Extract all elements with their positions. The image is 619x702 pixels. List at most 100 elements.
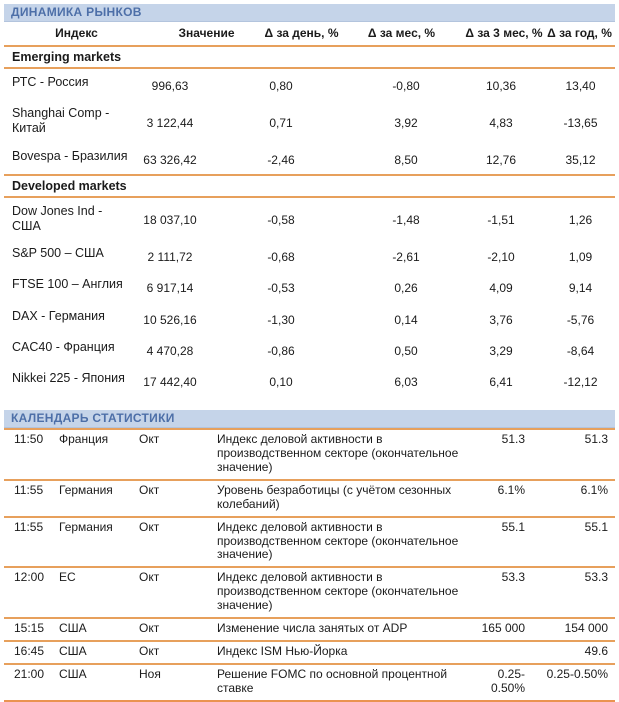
calendar-forecast (469, 645, 531, 659)
market-change-month: 8,50 (394, 152, 418, 167)
market-change-day: 0,80 (269, 79, 293, 93)
calendar-region: Германия (59, 482, 113, 497)
calendar-row: 21:00 США Ноя Решение FOMC по основной п… (4, 665, 615, 702)
calendar-period: Окт (139, 519, 160, 534)
market-value: 4 470,28 (146, 343, 194, 358)
market-change-month: 0,50 (394, 343, 418, 358)
calendar-region: Германия (59, 519, 113, 534)
calendar-time: 15:15 (14, 621, 45, 636)
calendar-event: Индекс ISM Нью-Йорка (217, 643, 348, 658)
calendar-forecast: 6.1% (497, 482, 525, 497)
market-change-month: 0,26 (394, 281, 418, 296)
market-section-label: Emerging markets (4, 47, 615, 69)
col-header-year-change: Δ за год, % (547, 26, 612, 40)
market-change-year: -5,76 (566, 312, 595, 327)
calendar-fact: 154 000 (564, 621, 608, 636)
calendar-region: ЕС (59, 570, 76, 585)
market-change-day: -2,46 (267, 152, 295, 167)
markets-title-bar: ДИНАМИКА РЫНКОВ (4, 4, 615, 22)
market-index-name: Dow Jones Ind - США (12, 203, 103, 233)
calendar-period: Ноя (139, 666, 161, 681)
market-index-name: Nikkei 225 - Япония (12, 370, 125, 385)
market-row: Nikkei 225 - Япония 17 442,40 0,10 6,03 … (4, 365, 615, 396)
market-change-month: 0,14 (394, 312, 418, 327)
market-value: 17 442,40 (143, 374, 197, 389)
market-row: Bovespa - Бразилия 63 326,42 -2,46 8,50 … (4, 143, 615, 174)
market-change-3month: 3,76 (489, 312, 513, 327)
market-value: 6 917,14 (146, 281, 194, 296)
market-change-year: -12,12 (563, 374, 598, 389)
market-value: 10 526,16 (143, 312, 197, 327)
calendar-forecast: 0.25-0.50% (490, 666, 525, 695)
calendar-forecast: 165 000 (481, 621, 525, 636)
market-change-year: -8,64 (566, 343, 595, 358)
market-change-day: -0,58 (267, 213, 295, 228)
calendar-event: Индекс деловой активности в производстве… (217, 432, 459, 474)
calendar-fact: 49.6 (584, 643, 608, 658)
market-section: Emerging markets РТС - Россия 996,63 0,8… (4, 47, 615, 174)
market-change-3month: 3,29 (489, 343, 513, 358)
market-row: FTSE 100 – Англия 6 917,14 -0,53 0,26 4,… (4, 271, 615, 302)
market-index-name: FTSE 100 – Англия (12, 277, 123, 292)
market-change-year: 1,26 (568, 213, 593, 228)
market-row: Dow Jones Ind - США 18 037,10 -0,58 -1,4… (4, 198, 615, 241)
market-index-name: РТС - Россия (12, 75, 89, 89)
calendar-region: США (59, 621, 87, 636)
calendar-time: 11:55 (14, 519, 44, 534)
calendar-period: Окт (139, 432, 160, 447)
col-header-day-change: Δ за день, % (264, 26, 339, 40)
market-change-year: 13,40 (565, 79, 596, 93)
markets-header-row: Индекс Значение Δ за день, % Δ за мес, %… (4, 22, 615, 47)
market-change-3month: -1,51 (487, 213, 515, 228)
market-change-month: -0,80 (392, 79, 420, 93)
calendar-event: Уровень безработицы (с учётом сезонных к… (217, 482, 452, 511)
calendar-fact: 53.3 (584, 570, 608, 585)
market-section-rows: Dow Jones Ind - США 18 037,10 -0,58 -1,4… (4, 198, 615, 396)
market-change-year: 35,12 (565, 152, 596, 167)
market-value: 18 037,10 (143, 213, 197, 228)
market-row: Shanghai Comp - Китай 3 122,44 0,71 3,92… (4, 100, 615, 143)
calendar-time: 12:00 (14, 570, 45, 585)
market-index-name: Shanghai Comp - Китай (12, 106, 110, 135)
market-section-label: Developed markets (4, 173, 615, 198)
market-index-name: S&P 500 – США (12, 246, 104, 261)
market-change-month: 6,03 (394, 374, 418, 389)
calendar-region: США (59, 666, 87, 681)
market-value: 3 122,44 (146, 115, 194, 130)
market-change-3month: 4,83 (489, 115, 513, 130)
market-index-name: Bovespa - Бразилия (12, 148, 128, 163)
market-change-3month: 6,41 (489, 374, 513, 389)
report-page: { "colors": { "accent_orange": "#e7a05c"… (4, 4, 615, 702)
market-value: 63 326,42 (143, 152, 197, 167)
calendar-region: США (59, 643, 87, 658)
calendar-event: Решение FOMC по основной процентной став… (217, 666, 448, 695)
calendar-row: 11:55 Германия Окт Индекс деловой активн… (4, 518, 615, 569)
calendar-event: Изменение числа занятых от ADP (217, 621, 408, 636)
calendar-event: Индекс деловой активности в производстве… (217, 570, 459, 613)
calendar-row: 12:00 ЕС Окт Индекс деловой активности в… (4, 568, 615, 620)
col-header-month-change: Δ за мес, % (367, 26, 436, 40)
markets-body: Emerging markets РТС - Россия 996,63 0,8… (4, 47, 615, 396)
calendar-forecast: 53.3 (501, 570, 525, 585)
market-value: 2 111,72 (147, 250, 193, 265)
market-change-year: 9,14 (568, 281, 593, 296)
calendar-row: 16:45 США Окт Индекс ISM Нью-Йорка 49.6 (4, 642, 615, 665)
market-row: DAX - Германия 10 526,16 -1,30 0,14 3,76… (4, 303, 615, 334)
market-change-3month: 12,76 (485, 152, 517, 167)
calendar-row: 15:15 США Окт Изменение числа занятых от… (4, 619, 615, 642)
market-row: S&P 500 – США 2 111,72 -0,68 -2,61 -2,10… (4, 240, 615, 271)
market-change-day: -0,86 (267, 343, 295, 358)
calendar-fact: 51.3 (584, 432, 608, 447)
calendar-title: КАЛЕНДАРЬ СТАТИСТИКИ (11, 411, 175, 426)
calendar-row: 11:50 Франция Окт Индекс деловой активно… (4, 430, 615, 481)
calendar-period: Окт (139, 482, 160, 497)
market-change-day: -0,53 (267, 281, 295, 296)
calendar-time: 11:50 (14, 432, 44, 447)
calendar-fact: 55.1 (584, 519, 608, 534)
market-change-day: 0,10 (269, 374, 293, 389)
markets-title: ДИНАМИКА РЫНКОВ (11, 5, 142, 19)
calendar-forecast: 55.1 (501, 519, 525, 534)
calendar-body: 11:50 Франция Окт Индекс деловой активно… (4, 428, 615, 702)
calendar-time: 16:45 (14, 643, 45, 658)
calendar-forecast: 51.3 (501, 432, 525, 447)
